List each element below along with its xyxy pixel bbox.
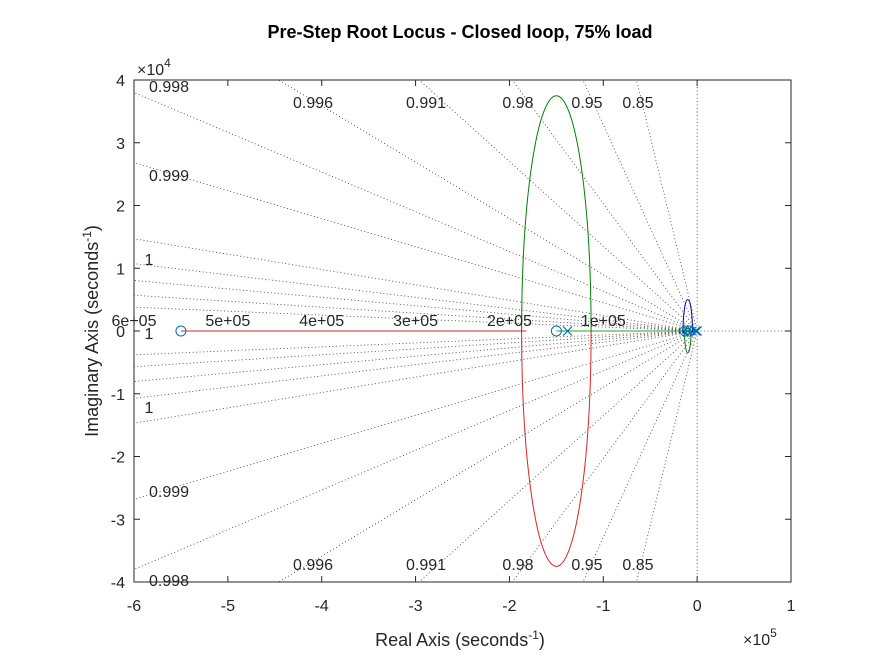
frequency-label-4: 2e+05 <box>487 313 532 330</box>
frequency-label-5: 1e+05 <box>581 313 626 330</box>
y-tick-label-0: -4 <box>111 575 125 592</box>
y-scale-base: ×10 <box>137 62 164 79</box>
damping-ray-lower-5 <box>133 330 698 570</box>
x-axis-label-end: ) <box>539 630 545 650</box>
damping-ray-upper-2 <box>511 79 698 332</box>
y-tick-label-7: 3 <box>116 136 125 153</box>
y-scale-exp: 4 <box>164 56 171 70</box>
damping-ray-lower-4 <box>278 330 698 583</box>
damping-label-left-1: 1 <box>145 252 154 269</box>
grid-labels: 0.998 0.996 0.991 0.98 0.95 0.85 0.998 0.996 0.9… <box>112 79 654 590</box>
frequency-label-0: 6e+05 <box>112 313 157 330</box>
damping-label-bottom-3: 0.98 <box>502 557 533 574</box>
y-axis-label: Imaginary Axis (seconds-1) <box>80 225 102 437</box>
y-axis-label-sup: -1 <box>80 231 94 242</box>
x-tick-label-1: -5 <box>221 598 235 615</box>
x-axis-label-base: Real Axis (seconds <box>375 630 528 650</box>
damping-label-lower-left-0: 1 <box>145 400 154 417</box>
locus-branch-4 <box>682 299 693 332</box>
y-scale-factor: ×104 <box>137 56 171 79</box>
y-tick-label-5: 1 <box>116 261 125 278</box>
frequency-label-1: 5e+05 <box>205 313 250 330</box>
x-tick-label-3: -3 <box>408 598 422 615</box>
damping-label-bottom-0: 0.998 <box>149 573 189 590</box>
frequency-label-3: 3e+05 <box>393 313 438 330</box>
damping-label-bottom-2: 0.991 <box>406 557 446 574</box>
damping-label-top-3: 0.98 <box>502 95 533 112</box>
y-tick-label-4: 0 <box>116 324 125 341</box>
damping-ray-lower-2 <box>511 330 698 583</box>
chart-title: Pre-Step Root Locus - Closed loop, 75% l… <box>267 22 652 42</box>
locus-branch-6 <box>683 330 692 354</box>
y-tick-label-8: 4 <box>116 73 125 90</box>
zero-marker-0 <box>175 325 187 337</box>
damping-label-left-0: 0.999 <box>149 168 189 185</box>
x-tick-label-0: -6 <box>127 598 141 615</box>
y-axis-label-base: Imaginary Axis (seconds <box>82 242 102 437</box>
y-axis-label-end: ) <box>82 225 102 231</box>
y-tick-label-2: -2 <box>111 450 125 467</box>
damping-label-top-0: 0.998 <box>149 79 189 96</box>
damping-ray-upper-1 <box>582 79 698 332</box>
damping-ray-lower-3 <box>418 330 698 583</box>
damping-label-center: 1 <box>145 326 154 343</box>
x-tick-label-5: -1 <box>596 598 610 615</box>
damping-ray-upper-8 <box>133 263 698 332</box>
x-tick-label-2: -4 <box>315 598 329 615</box>
damping-label-top-2: 0.991 <box>406 95 446 112</box>
damping-ray-upper-11 <box>133 306 698 332</box>
damping-label-lower-left-1: 0.999 <box>149 484 189 501</box>
pole-marker-0 <box>562 326 573 336</box>
y-tick-label-1: -3 <box>111 512 125 529</box>
x-scale-factor: ×105 <box>743 626 777 649</box>
damping-label-bottom-1: 0.996 <box>293 557 333 574</box>
damping-label-top-1: 0.996 <box>293 95 333 112</box>
frequency-label-2: 4e+05 <box>299 313 344 330</box>
x-scale-exp: 5 <box>770 626 777 640</box>
damping-ray-upper-3 <box>418 79 698 332</box>
x-scale-base: ×10 <box>743 632 770 649</box>
x-axis-label-sup: -1 <box>528 628 539 642</box>
damping-ray-lower-8 <box>133 330 698 399</box>
damping-ray-upper-7 <box>133 238 698 332</box>
damping-ray-upper-5 <box>133 92 698 332</box>
pole-zero-markers <box>175 325 703 337</box>
damping-ray-lower-1 <box>582 330 698 583</box>
pole-marker-2 <box>690 326 701 336</box>
x-tick-label-4: -2 <box>502 598 516 615</box>
damping-grid <box>133 79 791 583</box>
damping-ray-upper-4 <box>278 79 698 332</box>
x-tick-label-6: 0 <box>693 598 702 615</box>
damping-label-bottom-5: 0.85 <box>622 557 653 574</box>
damping-label-bottom-4: 0.95 <box>571 557 602 574</box>
zero-marker-2 <box>679 325 691 337</box>
axis-ticks: -6 -5 -4 -3 -2 -1 0 1 -4 -3 -2 -1 0 1 2 3 4 <box>111 73 796 615</box>
damping-ray-lower-7 <box>133 330 698 424</box>
damping-label-top-5: 0.85 <box>622 95 653 112</box>
zero-marker-1 <box>550 325 562 337</box>
y-tick-label-6: 2 <box>116 199 125 216</box>
damping-ray-lower-11 <box>133 330 698 356</box>
x-tick-label-7: 1 <box>787 598 796 615</box>
damping-label-top-4: 0.95 <box>571 95 602 112</box>
locus-branch-5 <box>682 330 693 335</box>
x-axis-label: Real Axis (seconds-1) <box>375 628 545 650</box>
y-tick-label-3: -1 <box>111 387 125 404</box>
zero-marker-3 <box>684 325 696 337</box>
pole-marker-3 <box>692 326 703 336</box>
pole-marker-1 <box>682 326 693 336</box>
